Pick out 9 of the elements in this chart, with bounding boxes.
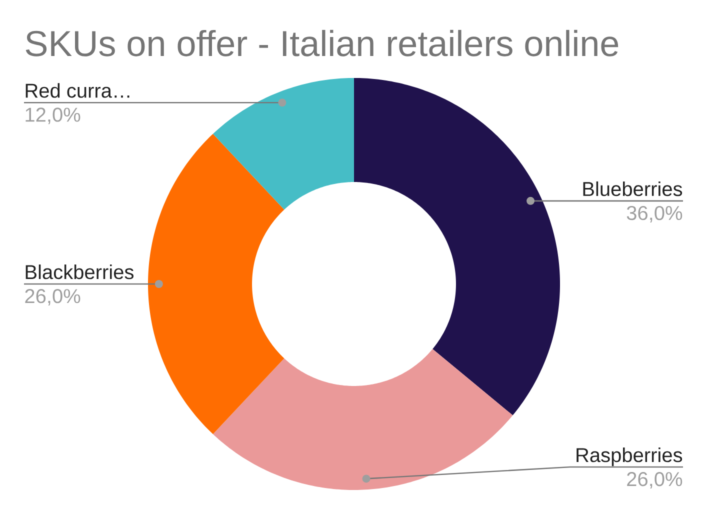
slice-label: Raspberries bbox=[576, 448, 682, 466]
chart-title: SKUs on offer - Italian retailers online bbox=[26, 30, 618, 56]
slice-label: Blackberries bbox=[26, 264, 134, 280]
data-label: 26,0% bbox=[25, 289, 80, 306]
slice-label: Blueberries bbox=[583, 181, 682, 196]
data-label: 12,0% bbox=[26, 108, 80, 124]
slice-label: Red curra… bbox=[26, 83, 130, 98]
data-label: 26,0% bbox=[627, 472, 682, 489]
data-label: 36,0% bbox=[626, 206, 682, 222]
